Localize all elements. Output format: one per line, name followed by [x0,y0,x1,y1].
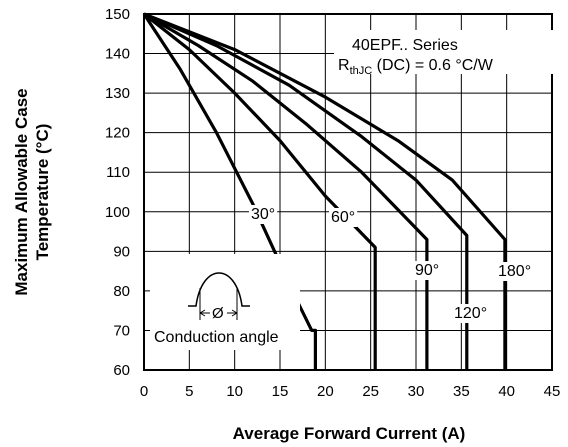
y-tick-label: 130 [105,85,130,102]
y-tick-label: 60 [113,362,130,379]
half-sine-icon [188,272,250,307]
series-line-120 [143,12,469,370]
series-label-90: 90° [415,262,439,279]
series-label-background [249,205,278,224]
x-tick-label: 40 [498,383,515,400]
plot-frame [143,13,553,371]
y-tick-label: 110 [106,164,130,181]
x-tick-label: 10 [226,383,243,400]
phi-symbol: Ø [212,305,224,322]
x-tick-label: 35 [453,383,470,400]
tick-labels: 0 5 10 15 20 25 30 35 40 45 60 70 80 90 100 110 120 130 14… [105,6,560,400]
series-label-180: 180° [498,263,531,280]
series-label-60: 60° [331,209,355,226]
y-axis-title-line1: Maximum Allowable Case [12,88,31,295]
series-line-90 [143,12,429,370]
series-label-background [496,262,534,281]
x-tick-label: 15 [272,383,289,400]
series-line-180 [143,12,507,370]
series-label-120: 120° [454,305,487,322]
series-label-background [413,261,442,280]
x-tick-label: 25 [362,383,379,400]
y-tick-label: 80 [113,283,130,300]
series-label-background [452,304,490,323]
curves [142,12,507,370]
series-annotation: 40EPF.. Series [352,37,458,54]
y-tick-label: 150 [105,6,130,23]
conduction-angle-inset: Ø Conduction angle [150,254,300,350]
y-tick-label: 120 [105,125,130,142]
y-tick-label: 90 [113,243,130,260]
y-tick-label: 100 [105,204,130,221]
x-tick-label: 30 [408,383,425,400]
x-tick-label: 20 [317,383,334,400]
conduction-angle-label: Conduction angle [154,329,279,346]
series-line-60 [143,12,377,370]
x-tick-label: 0 [140,383,148,400]
x-tick-label: 5 [185,383,193,400]
y-tick-label: 70 [113,322,130,339]
y-axis-title-line2: Temperature (°C) [33,124,52,261]
y-tick-label: 140 [105,46,130,63]
series-label-background [329,208,358,227]
series-label-30: 30° [251,206,275,223]
rthjc-annotation: RthJC (DC) = 0.6 °C/W [338,57,494,77]
x-axis-title: Average Forward Current (A) [233,424,466,443]
annotation-background [334,30,556,74]
x-tick-label: 45 [544,383,561,400]
